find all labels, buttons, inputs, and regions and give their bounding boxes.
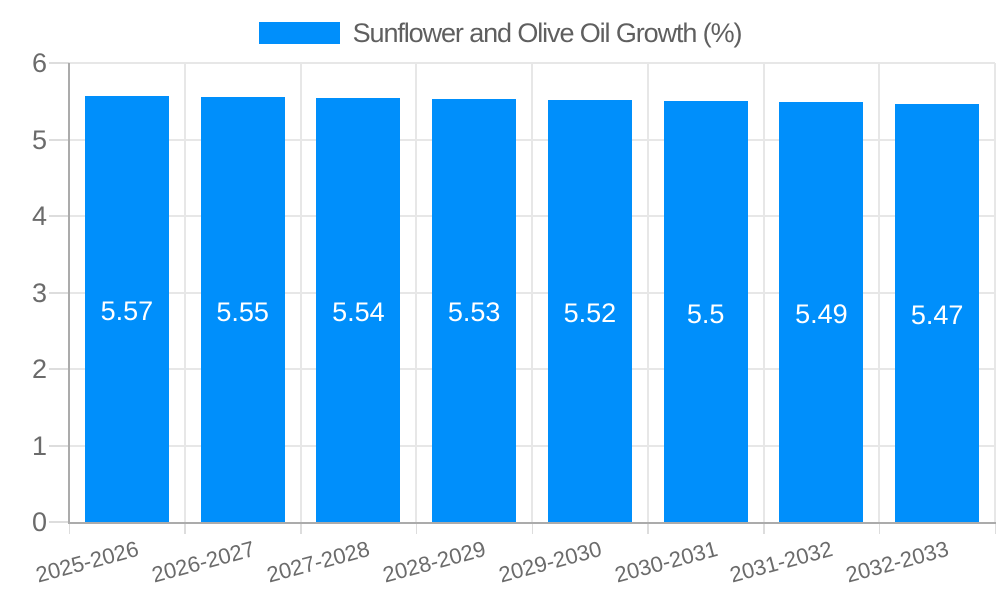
x-gridline [994, 63, 996, 522]
x-gridline [878, 63, 881, 522]
x-gridline [415, 63, 418, 522]
bar-value-label: 5.47 [910, 299, 964, 330]
bar-value-label: 5.53 [447, 297, 501, 328]
bar[interactable] [316, 98, 401, 522]
y-tick-label: 0 [31, 507, 47, 537]
x-axis-tick [415, 522, 418, 534]
bar-value-label: 5.5 [686, 298, 725, 329]
y-tick-label: 6 [31, 48, 47, 78]
legend-label[interactable]: Sunflower and Olive Oil Growth (%) [352, 18, 743, 48]
legend[interactable]: Sunflower and Olive Oil Growth (%) [0, 15, 1000, 51]
y-tick-label: 4 [31, 201, 47, 231]
bar-value-label: 5.54 [332, 297, 385, 328]
x-axis-tick [878, 522, 881, 534]
y-axis-line [68, 63, 70, 524]
y-axis-tick [49, 444, 69, 447]
y-axis-tick [49, 215, 69, 217]
x-gridline [762, 63, 765, 522]
x-gridline [183, 63, 186, 522]
x-axis-tick [531, 522, 533, 534]
bar[interactable] [779, 102, 864, 522]
y-axis-tick [49, 521, 69, 523]
bar[interactable] [547, 99, 632, 522]
bar[interactable] [432, 98, 517, 522]
bar[interactable] [895, 103, 980, 522]
x-axis-line [68, 522, 996, 524]
y-axis-tick [49, 291, 69, 294]
x-axis-tick [763, 522, 765, 534]
x-axis-tick [184, 522, 186, 534]
bar[interactable] [84, 95, 169, 522]
x-axis-tick [68, 522, 70, 534]
legend-swatch-icon[interactable] [258, 22, 340, 44]
x-gridline [299, 63, 302, 522]
x-axis-tick [994, 522, 996, 534]
x-gridline [531, 63, 533, 522]
x-axis-tick [300, 522, 302, 534]
x-axis-tick [647, 522, 649, 534]
bar[interactable] [663, 101, 748, 522]
x-gridline [646, 63, 649, 522]
y-axis-tick [49, 138, 69, 141]
y-axis-tick [49, 62, 69, 64]
y-axis-tick [49, 368, 69, 370]
bar-value-label: 5.49 [795, 299, 848, 329]
bar-value-label: 5.55 [216, 296, 269, 327]
y-tick-label: 5 [31, 124, 47, 155]
y-tick-label: 3 [31, 277, 47, 308]
y-tick-label: 2 [31, 354, 47, 384]
y-tick-label: 1 [31, 430, 47, 461]
bar-value-label: 5.52 [563, 297, 617, 328]
bar[interactable] [200, 97, 285, 522]
bar-value-label: 5.57 [100, 295, 154, 326]
